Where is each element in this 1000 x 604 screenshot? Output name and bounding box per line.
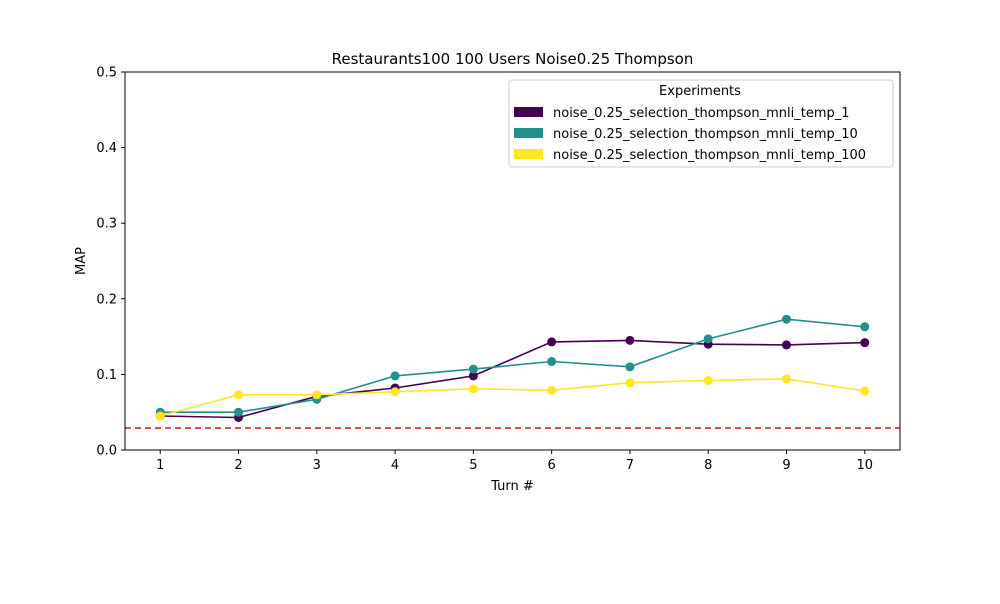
data-point [468, 371, 478, 381]
data-point [547, 337, 557, 347]
x-tick-label: 4 [391, 458, 399, 473]
legend-label: noise_0.25_selection_thompson_mnli_temp_… [553, 127, 858, 142]
data-point [547, 385, 557, 395]
data-point [312, 390, 322, 400]
legend-swatch [514, 107, 543, 117]
chart-title: Restaurants100 100 Users Noise0.25 Thomp… [332, 50, 694, 68]
data-point [234, 390, 244, 400]
x-tick-label: 7 [626, 458, 634, 473]
data-point [781, 314, 791, 324]
y-tick-label: 0.0 [96, 444, 117, 459]
legend-title: Experiments [659, 84, 741, 99]
x-tick-label: 9 [782, 458, 790, 473]
series-line-1 [160, 339, 865, 419]
x-tick-label: 10 [856, 458, 873, 473]
x-tick-label: 1 [156, 458, 164, 473]
x-axis-label: Turn # [490, 479, 534, 494]
data-point [625, 362, 635, 372]
data-point [468, 384, 478, 394]
data-point [468, 364, 478, 374]
data-point [625, 378, 635, 388]
legend-swatch [514, 128, 543, 138]
data-point [703, 334, 713, 344]
data-point [860, 338, 870, 348]
legend-swatch [514, 149, 543, 159]
data-point [547, 357, 557, 367]
y-tick-label: 0.5 [96, 66, 117, 81]
series-line-3 [159, 378, 865, 417]
y-tick-label: 0.2 [96, 292, 117, 307]
data-point [703, 375, 713, 385]
plot-frame [124, 71, 901, 451]
x-tick-label: 2 [234, 458, 242, 473]
data-point [625, 335, 635, 345]
x-tick-label: 8 [704, 458, 712, 473]
data-point [234, 407, 244, 417]
legend-label: noise_0.25_selection_thompson_mnli_temp_… [553, 148, 866, 163]
y-axis-label: MAP [74, 247, 89, 275]
data-point [860, 386, 870, 396]
data-point [390, 387, 400, 397]
y-tick-label: 0.3 [96, 217, 117, 232]
series-line-2 [160, 318, 865, 414]
y-tick-label: 0.1 [96, 368, 117, 383]
x-tick-label: 5 [469, 458, 477, 473]
x-tick-label: 6 [548, 458, 556, 473]
data-point [390, 371, 400, 381]
y-tick-label: 0.4 [96, 141, 117, 156]
x-tick-label: 3 [313, 458, 321, 473]
legend-frame [508, 79, 894, 168]
data-point [781, 340, 791, 350]
legend-label: noise_0.25_selection_thompson_mnli_temp_… [553, 106, 850, 121]
data-point [860, 322, 870, 332]
data-point [781, 374, 791, 384]
legend: Experiments noise_0.25_selection_thompso… [508, 79, 894, 168]
data-point [155, 411, 165, 421]
